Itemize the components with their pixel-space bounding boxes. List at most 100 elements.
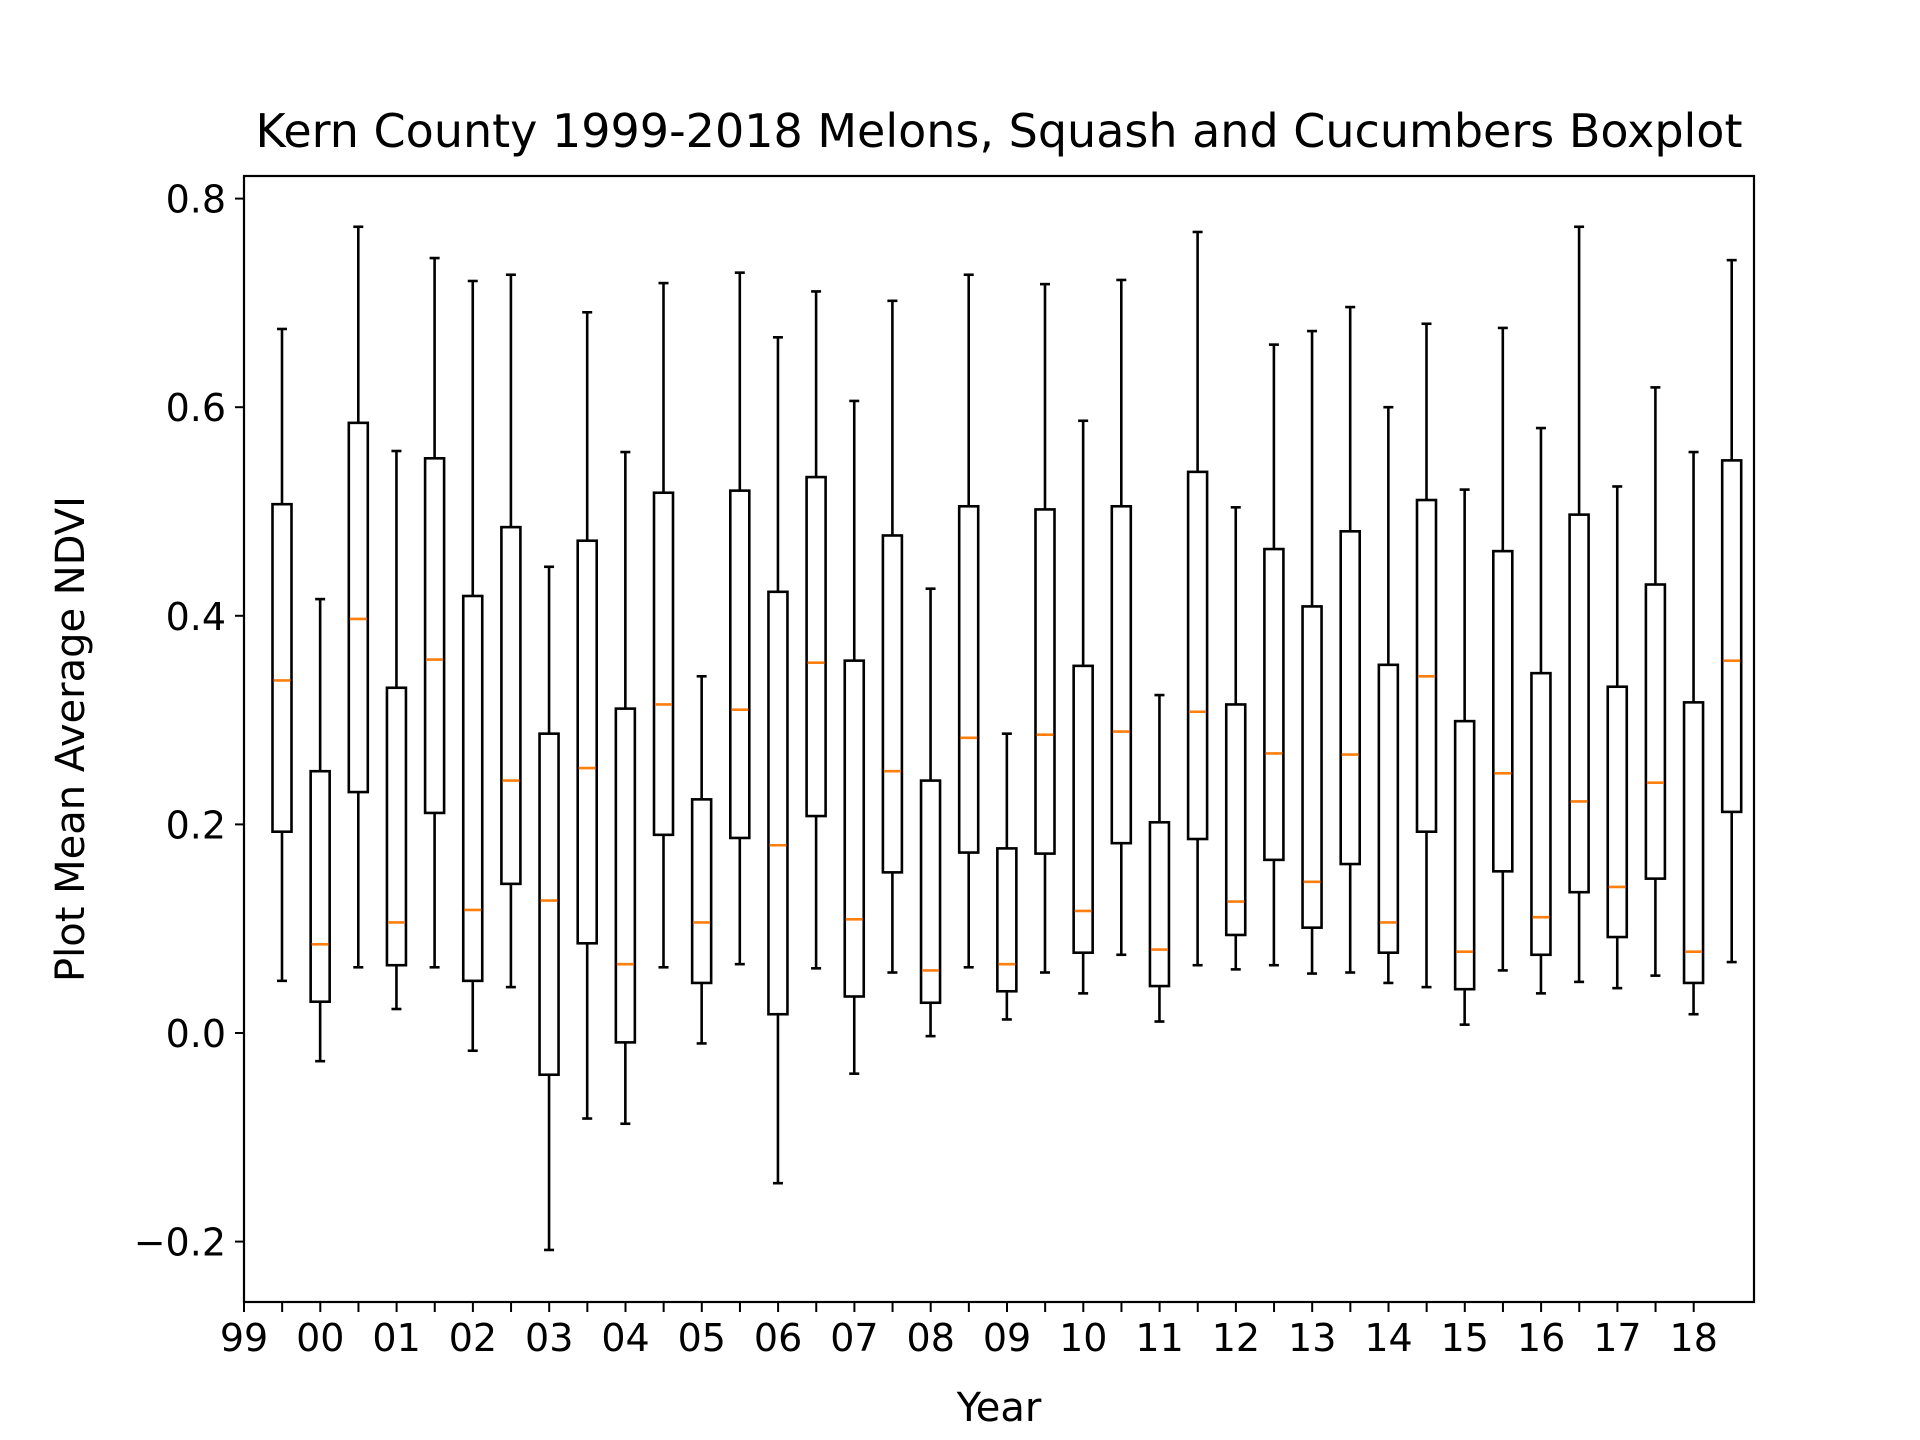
box-0 — [271, 327, 293, 983]
box-body-0 — [271, 502, 293, 834]
box-body-14 — [805, 475, 827, 818]
y-axis-label: Plot Mean Average NDVI — [48, 496, 94, 982]
box-body-37 — [1682, 701, 1705, 985]
box-body-22 — [1110, 504, 1133, 845]
box-body-5 — [461, 594, 484, 983]
x-tick-label-12: 11 — [1135, 1316, 1183, 1360]
x-tick-label-13: 12 — [1212, 1316, 1260, 1360]
box-27 — [1301, 329, 1323, 975]
box-13 — [767, 336, 789, 1185]
x-tick-label-5: 04 — [601, 1316, 649, 1360]
box-body-25 — [1224, 703, 1247, 937]
x-tick-label-8: 07 — [830, 1316, 878, 1360]
box-10 — [652, 281, 675, 969]
x-tick-label-15: 14 — [1364, 1316, 1412, 1360]
x-tick-label-7: 06 — [754, 1316, 802, 1360]
box-body-38 — [1720, 459, 1743, 814]
box-38 — [1720, 258, 1743, 964]
box-4 — [423, 256, 446, 969]
box-body-1 — [309, 769, 331, 1004]
y-tick-label-2: 0.2 — [166, 803, 226, 847]
box-body-8 — [576, 539, 599, 945]
box-20 — [1034, 282, 1056, 974]
box-body-11 — [690, 798, 713, 985]
x-tick-label-14: 13 — [1288, 1316, 1336, 1360]
axes-frame — [242, 174, 1756, 1304]
box-36 — [1644, 386, 1667, 977]
box-19 — [996, 732, 1018, 1021]
box-body-30 — [1415, 498, 1438, 834]
box-body-29 — [1377, 663, 1400, 954]
box-2 — [347, 225, 370, 969]
box-body-31 — [1453, 719, 1476, 991]
box-25 — [1224, 506, 1247, 971]
y-tick-label-0: −0.2 — [134, 1221, 226, 1265]
x-tick-label-19: 18 — [1670, 1316, 1718, 1360]
box-body-2 — [347, 421, 370, 794]
box-5 — [461, 279, 484, 1053]
box-body-36 — [1644, 583, 1667, 880]
x-tick-label-18: 17 — [1593, 1316, 1641, 1360]
box-body-26 — [1263, 547, 1285, 862]
box-6 — [500, 273, 522, 989]
box-body-19 — [996, 847, 1018, 993]
box-body-21 — [1072, 664, 1094, 954]
x-axis-label: Year — [956, 1385, 1042, 1431]
box-body-12 — [728, 489, 751, 840]
box-body-9 — [614, 707, 637, 1044]
box-9 — [614, 450, 637, 1126]
box-body-10 — [652, 491, 675, 837]
chart-title: Kern County 1999-2018 Melons, Squash and… — [256, 104, 1743, 158]
box-body-16 — [881, 534, 904, 874]
box-1 — [309, 597, 331, 1063]
box-body-27 — [1301, 605, 1323, 929]
x-tick-label-16: 15 — [1441, 1316, 1489, 1360]
x-tick-label-4: 03 — [525, 1316, 573, 1360]
x-tick-label-3: 02 — [449, 1316, 497, 1360]
box-body-34 — [1568, 513, 1590, 894]
box-21 — [1072, 419, 1094, 995]
x-axis-ticks: 99 00 01 02 03 04 05 06 07 08 09 10 11 12 13 14 15 16 17 18 — [220, 1302, 1718, 1360]
box-body-18 — [957, 504, 980, 854]
x-tick-label-11: 10 — [1059, 1316, 1107, 1360]
y-tick-label-5: 0.8 — [166, 178, 226, 222]
box-3 — [385, 449, 408, 1011]
y-tick-label-1: 0.0 — [166, 1012, 226, 1056]
box-16 — [881, 299, 904, 974]
box-body-13 — [767, 590, 789, 1016]
y-axis-ticks: −0.2 0.0 0.2 0.4 0.6 0.8 — [134, 178, 244, 1265]
box-22 — [1110, 278, 1133, 957]
box-body-6 — [500, 525, 522, 886]
box-8 — [576, 310, 599, 1120]
x-tick-label-2: 01 — [372, 1316, 420, 1360]
x-tick-label-9: 08 — [907, 1316, 955, 1360]
box-body-23 — [1148, 821, 1171, 988]
x-tick-label-0: 99 — [220, 1316, 268, 1360]
box-23 — [1148, 693, 1171, 1023]
boxplot-marks — [271, 225, 1743, 1252]
box-33 — [1530, 426, 1552, 995]
y-tick-label-4: 0.6 — [166, 386, 226, 430]
x-tick-label-1: 00 — [296, 1316, 344, 1360]
box-24 — [1186, 230, 1209, 967]
box-body-28 — [1339, 530, 1361, 866]
box-26 — [1263, 343, 1285, 967]
box-29 — [1377, 405, 1400, 985]
box-18 — [957, 273, 980, 969]
box-14 — [805, 290, 827, 970]
box-35 — [1606, 485, 1629, 990]
box-11 — [690, 674, 713, 1045]
box-body-15 — [843, 659, 866, 998]
box-body-35 — [1606, 685, 1629, 939]
box-body-24 — [1186, 470, 1209, 841]
box-30 — [1415, 322, 1438, 989]
box-body-4 — [423, 457, 446, 815]
box-body-33 — [1530, 671, 1552, 957]
x-tick-label-17: 16 — [1517, 1316, 1565, 1360]
box-body-7 — [538, 732, 560, 1077]
box-28 — [1339, 305, 1361, 974]
box-32 — [1492, 326, 1514, 972]
box-15 — [843, 399, 866, 1075]
